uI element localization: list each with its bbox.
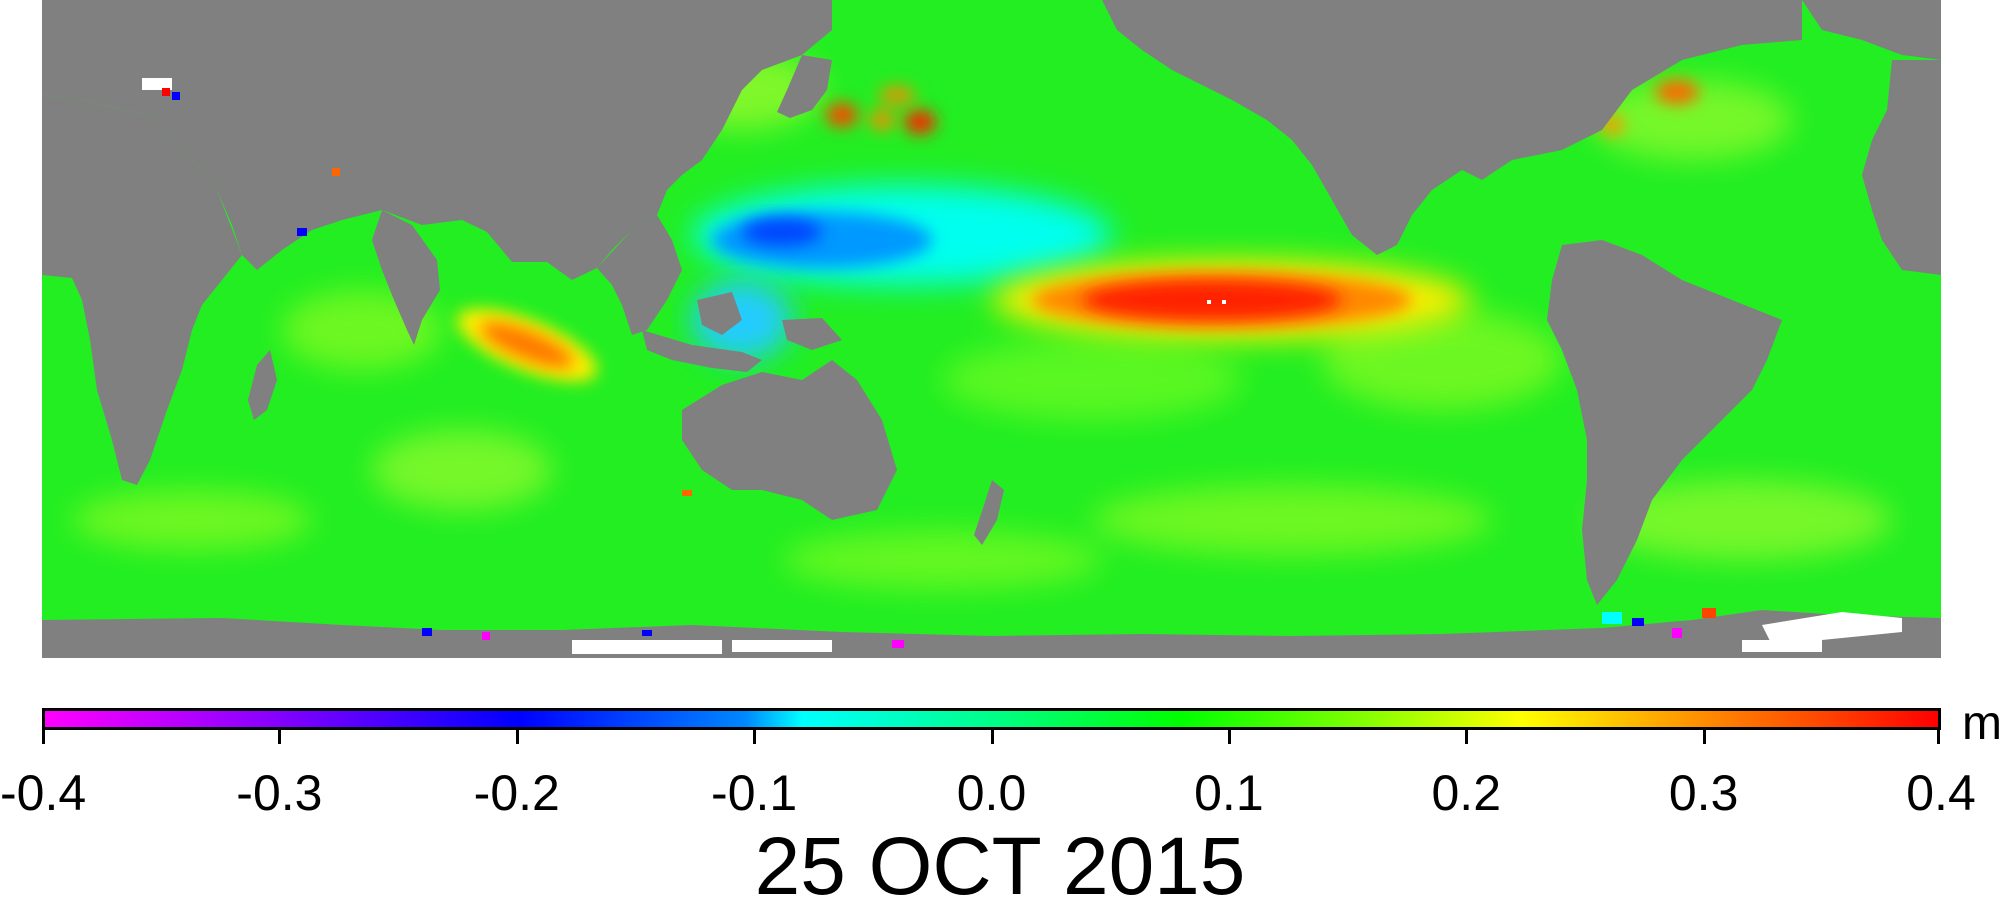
colorbar-tick-label: 0.2 (1431, 765, 1502, 821)
land-south-america (1547, 240, 1782, 605)
colorbar-tick-label: -0.2 (473, 765, 560, 821)
colorbar-tick-label: 0.0 (956, 765, 1027, 821)
colorbar-tick-label: -0.3 (236, 765, 323, 821)
land-japan (777, 55, 832, 118)
land-new-zealand (974, 480, 1004, 545)
land-madagascar (248, 350, 277, 420)
colorbar-tick-label: 0.1 (1194, 765, 1264, 821)
colorbar-tick-label: 0.3 (1668, 765, 1739, 821)
land-asia (42, 0, 832, 280)
north-pacific-spots (826, 87, 936, 134)
land-north-america (1102, 0, 1802, 255)
land-europe (1862, 60, 1941, 275)
colorbar-tick (515, 730, 519, 744)
colorbar-ticks (42, 730, 1941, 744)
land-greenland (1802, 0, 1941, 60)
sea-ice-patches (142, 78, 1902, 654)
positive-anomaly-el-nino (992, 260, 1472, 340)
colorbar-tick (990, 730, 994, 744)
colorbar-tick-label: -0.4 (0, 765, 87, 821)
colorbar-tick (753, 730, 757, 744)
colorbar-tick (1227, 730, 1231, 744)
land-arabia (242, 120, 347, 220)
date-label: 25 OCT 2015 (754, 821, 1246, 912)
land-africa (42, 95, 242, 485)
colorbar-tick (1702, 730, 1706, 744)
land-indochina (597, 215, 682, 335)
colorbar-tick-label: 0.4 (1906, 765, 1976, 821)
colorbar-tick (1937, 730, 1940, 744)
land-australia (682, 360, 897, 520)
colorbar-tick-label: -0.1 (711, 765, 798, 821)
colorbar-tick (1465, 730, 1469, 744)
coastal-noise (162, 88, 1716, 648)
land-masses (42, 0, 1941, 658)
colorbar-tick (42, 730, 45, 744)
positive-anomaly-indian-ocean (456, 308, 598, 382)
colorbar-unit-label: m (1962, 697, 2000, 750)
colorbar (42, 708, 1941, 730)
land-india (372, 210, 440, 345)
sea-level-anomaly-map (42, 0, 1941, 658)
colorbar-tick (278, 730, 282, 744)
land-antarctica (42, 610, 1941, 658)
land-indonesia (642, 330, 762, 372)
